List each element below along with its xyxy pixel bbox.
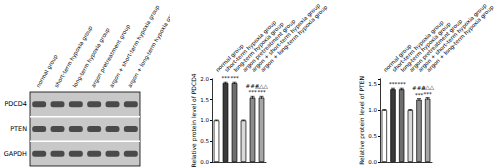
svg-text:Relative protein level of PDCD: Relative protein level of PDCD4 (190, 73, 198, 167)
svg-text:argon + short-term hypoxia gro: argon + short-term hypoxia group (417, 2, 489, 74)
svg-text:long-term hypoxia group: long-term hypoxia group (71, 26, 111, 89)
svg-text:long-term hypoxia group: long-term hypoxia group (232, 20, 285, 73)
svg-text:***: *** (257, 89, 266, 95)
svg-text:argon + long-term hypoxia grou: argon + long-term hypoxia group (426, 4, 496, 74)
svg-text:argon pretreatment group: argon pretreatment group (241, 18, 297, 73)
svg-text:Relative protein level of PTEN: Relative protein level of PTEN (358, 76, 366, 165)
svg-text:short-term hypoxia group: short-term hypoxia group (53, 24, 94, 89)
svg-text:argon + long-term hypoxia grou: argon + long-term hypoxia group (127, 5, 170, 89)
svg-text:0.0: 0.0 (200, 159, 209, 165)
svg-text:0.5: 0.5 (368, 133, 377, 139)
svg-text:argon pretreatment group: argon pretreatment group (408, 18, 464, 73)
svg-text:GAPDH: GAPDH (4, 150, 27, 158)
svg-text:argon + short-term hypoxia gro: argon + short-term hypoxia group (108, 3, 161, 89)
svg-text:***: *** (389, 81, 398, 87)
svg-text:△△△: △△△ (421, 84, 434, 90)
svg-text:1.0: 1.0 (368, 107, 377, 113)
svg-text:argon + long-term hypoxia grou: argon + long-term hypoxia group (259, 4, 329, 74)
svg-text:PDCD4: PDCD4 (4, 100, 27, 108)
svg-text:***: *** (248, 89, 257, 95)
svg-text:argon pretreatment group: argon pretreatment group (89, 23, 131, 89)
svg-text:1.0: 1.0 (200, 117, 209, 123)
svg-text:1.5: 1.5 (368, 81, 377, 87)
svg-text:0.0: 0.0 (368, 159, 377, 165)
svg-text:△△△: △△△ (255, 83, 268, 89)
svg-text:2.0: 2.0 (200, 76, 209, 82)
svg-text:***: *** (398, 81, 407, 87)
svg-text:PTEN: PTEN (10, 125, 27, 133)
svg-text:1.5: 1.5 (200, 97, 209, 103)
svg-text:normal group: normal group (382, 42, 413, 73)
svg-text:0.5: 0.5 (200, 138, 209, 144)
svg-text:***: *** (230, 75, 239, 81)
svg-text:***: *** (415, 92, 424, 98)
svg-text:argon + short-term hypoxia gro: argon + short-term hypoxia group (250, 2, 322, 74)
svg-text:normal group: normal group (214, 42, 245, 73)
svg-text:long-term hypoxia group: long-term hypoxia group (399, 20, 452, 73)
svg-text:normal group: normal group (34, 53, 59, 89)
svg-text:***: *** (424, 91, 433, 97)
svg-text:***: *** (221, 75, 230, 81)
